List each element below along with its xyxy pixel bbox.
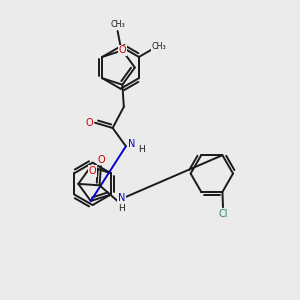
Text: O: O: [88, 166, 96, 176]
Text: O: O: [118, 45, 126, 56]
Text: CH₃: CH₃: [152, 42, 167, 51]
Text: N: N: [118, 193, 126, 203]
Text: O: O: [85, 118, 93, 128]
Text: CH₃: CH₃: [110, 20, 125, 29]
Text: H: H: [118, 204, 125, 213]
Text: H: H: [138, 145, 145, 154]
Text: Cl: Cl: [218, 209, 228, 219]
Text: N: N: [128, 139, 135, 149]
Text: O: O: [98, 155, 105, 165]
